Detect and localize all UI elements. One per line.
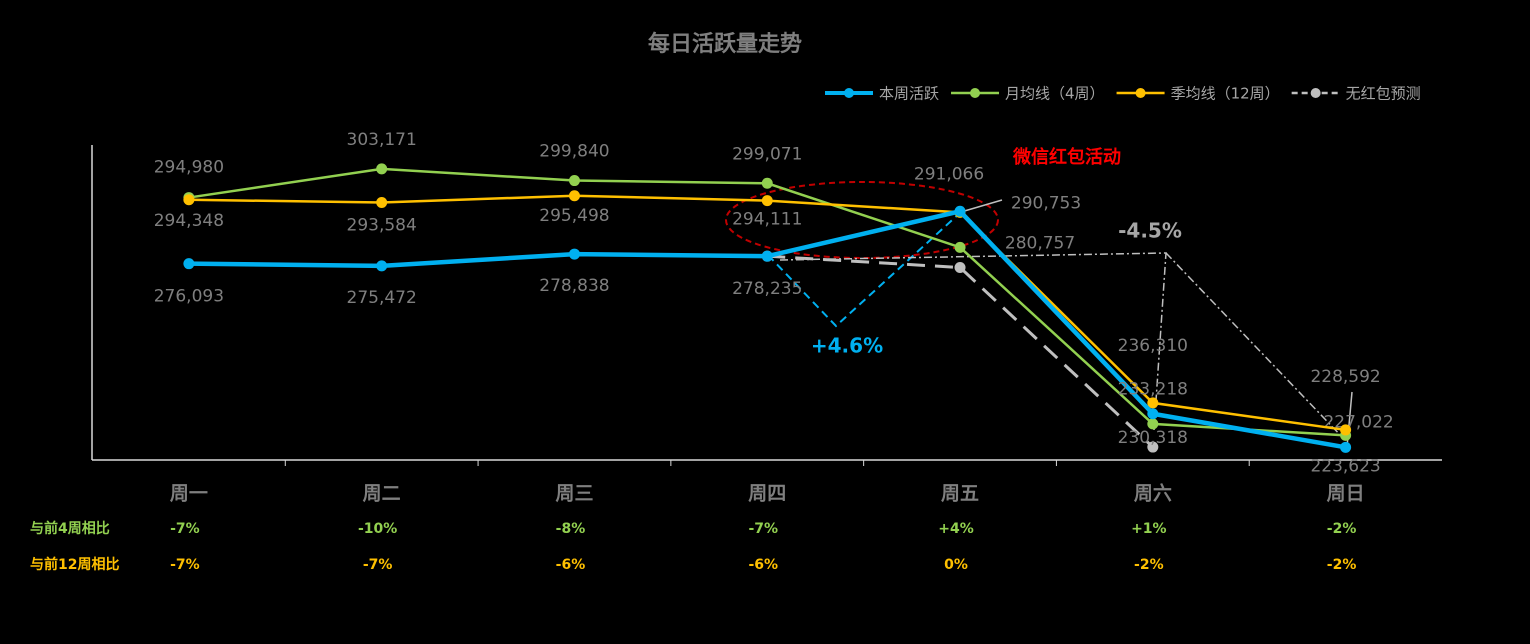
legend-swatch bbox=[970, 88, 981, 98]
data-point bbox=[568, 190, 580, 202]
data-label: 230,318 bbox=[1118, 428, 1188, 448]
row-value: 0% bbox=[944, 557, 968, 573]
data-point bbox=[376, 260, 388, 272]
data-point bbox=[1147, 397, 1159, 409]
legend-label: 无红包预测 bbox=[1346, 85, 1421, 103]
x-tick-label: 周一 bbox=[170, 483, 208, 505]
row-value: -2% bbox=[1327, 557, 1357, 573]
x-tick-label: 周二 bbox=[363, 483, 401, 505]
data-point bbox=[376, 196, 388, 208]
data-label: 293,584 bbox=[347, 215, 417, 235]
annotation: 微信红包活动 bbox=[1012, 146, 1121, 168]
legend-label: 季均线（12周） bbox=[1171, 85, 1280, 103]
legend-label: 本周活跃 bbox=[879, 85, 939, 103]
row-value: -2% bbox=[1134, 557, 1164, 573]
data-point bbox=[954, 262, 966, 273]
data-label: 228,592 bbox=[1310, 367, 1380, 387]
data-point bbox=[183, 194, 195, 206]
data-label: 295,498 bbox=[539, 206, 609, 226]
x-tick-label: 周四 bbox=[748, 483, 786, 505]
highlight-ellipse bbox=[725, 181, 999, 259]
data-label: 290,753 bbox=[1011, 193, 1081, 213]
data-label: 294,348 bbox=[154, 211, 224, 231]
data-point bbox=[954, 241, 966, 253]
data-label: 275,472 bbox=[347, 288, 417, 308]
data-label: 280,757 bbox=[1005, 233, 1075, 253]
data-label: 233,218 bbox=[1118, 380, 1188, 400]
data-label: 291,066 bbox=[914, 164, 984, 184]
legend-swatch bbox=[1310, 88, 1321, 98]
row-value: -8% bbox=[556, 521, 586, 537]
data-label: 278,838 bbox=[539, 276, 609, 296]
row-value: -7% bbox=[170, 521, 200, 537]
series-line bbox=[767, 254, 1154, 449]
data-point bbox=[1147, 418, 1159, 430]
x-tick-label: 周日 bbox=[1327, 483, 1365, 505]
row-value: -6% bbox=[556, 557, 586, 573]
row-label: 与前12周相比 bbox=[30, 556, 119, 573]
row-value: -2% bbox=[1327, 521, 1357, 537]
data-label: 276,093 bbox=[154, 287, 224, 307]
data-point bbox=[1340, 441, 1352, 453]
row-value: +4% bbox=[938, 521, 974, 537]
x-tick-label: 周三 bbox=[555, 483, 593, 505]
annotation: +4.6% bbox=[811, 334, 883, 358]
data-label: 299,840 bbox=[539, 142, 609, 162]
data-label: 294,111 bbox=[732, 210, 802, 230]
data-point bbox=[761, 177, 773, 189]
data-point bbox=[954, 205, 966, 217]
row-value: +1% bbox=[1131, 521, 1167, 537]
data-label: 299,071 bbox=[732, 144, 802, 164]
legend-swatch bbox=[1135, 88, 1146, 98]
data-label: 223,623 bbox=[1310, 456, 1380, 476]
data-point bbox=[568, 248, 580, 260]
data-label: 294,980 bbox=[154, 158, 224, 178]
data-label: 236,310 bbox=[1118, 336, 1188, 356]
legend-label: 月均线（4周） bbox=[1005, 85, 1105, 103]
data-point bbox=[183, 258, 195, 270]
data-label: 303,171 bbox=[347, 130, 417, 150]
row-value: -7% bbox=[748, 521, 778, 537]
data-point bbox=[1147, 441, 1159, 453]
data-point bbox=[1340, 424, 1352, 436]
leader-line bbox=[960, 199, 1003, 213]
data-point bbox=[761, 250, 773, 262]
data-point bbox=[1147, 408, 1159, 420]
diff-guide bbox=[1165, 252, 1346, 441]
chart-title: 每日活跃量走势 bbox=[648, 31, 802, 57]
data-point bbox=[761, 195, 773, 207]
row-label: 与前4周相比 bbox=[30, 520, 110, 537]
row-value: -10% bbox=[358, 521, 397, 537]
data-label: 278,235 bbox=[732, 279, 802, 299]
row-value: -7% bbox=[170, 557, 200, 573]
row-value: -7% bbox=[363, 557, 393, 573]
x-tick-label: 周六 bbox=[1134, 482, 1172, 505]
diff-guide bbox=[767, 211, 962, 328]
annotation: -4.5% bbox=[1118, 219, 1182, 243]
data-point bbox=[376, 163, 388, 175]
row-value: -6% bbox=[748, 557, 778, 573]
legend-swatch bbox=[844, 88, 854, 98]
x-tick-label: 周五 bbox=[941, 483, 979, 505]
data-point bbox=[568, 175, 580, 187]
